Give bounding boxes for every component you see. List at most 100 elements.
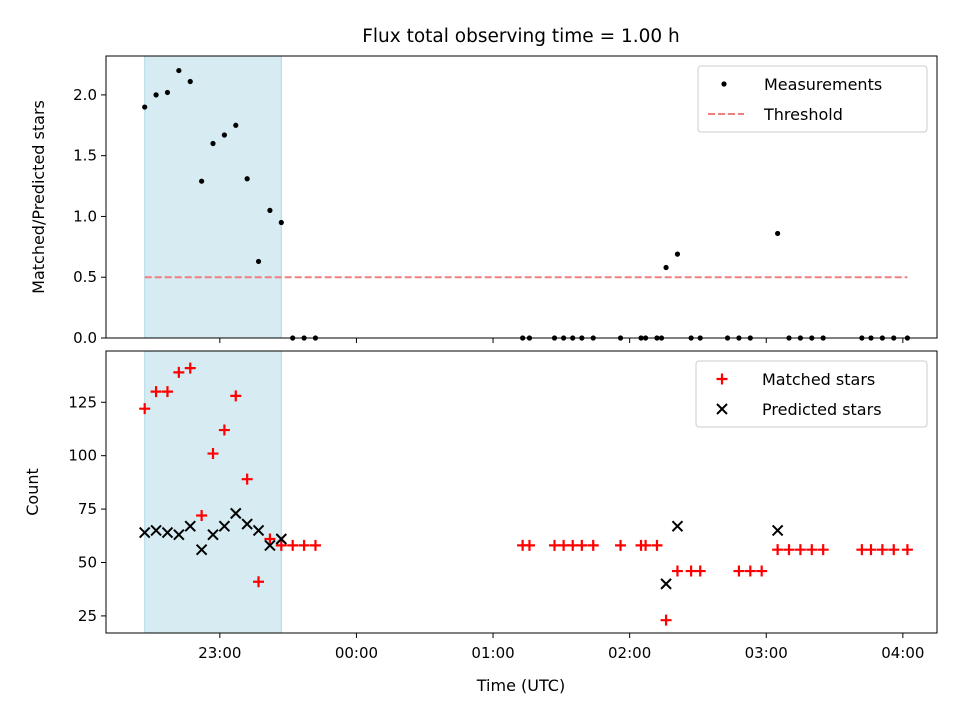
matched-stars-point [241,473,253,485]
matched-stars-point [694,565,706,577]
measurements-point [142,104,148,110]
measurements-point [233,122,239,128]
x-axis-ticks [219,338,904,343]
matched-stars-point [733,565,745,577]
matched-stars-point [230,390,242,402]
y-axis-ticks: 25 50 75 100 125 [68,393,106,625]
matched-stars-point [587,539,599,551]
matched-stars-point [275,539,287,551]
chart-title: Flux total observing time = 1.00 h [362,26,680,47]
matched-stars-point [523,539,535,551]
matched-stars-point [576,539,588,551]
axes-frame [105,350,938,634]
y-tick-label: 0.0 [73,329,97,347]
measurements-point [210,140,216,147]
x-tick-label: 00:00 [335,644,378,662]
predicted-stars-point [173,529,185,541]
measurements-point [199,178,205,184]
axes-frame [105,55,938,339]
matched-stars-point [901,544,913,556]
matched-stars-point [756,565,768,577]
predicted-stars-point [241,518,253,530]
matched-stars-point [218,424,230,436]
measurements-point [775,230,781,237]
matched-stars-point [150,386,162,398]
legend: Matched stars Predicted stars [695,360,928,428]
measurements-point [153,92,159,98]
matched-stars-point [744,565,756,577]
measurements-point [221,132,227,138]
measurements-point [164,89,171,96]
y-tick-label: 0.5 [73,268,97,286]
plot-marks [142,67,911,341]
matched-stars-point [651,539,663,551]
y-axis-label: Matched/Predicted stars [29,100,48,294]
measurements-point [674,251,681,257]
shaded-interval [144,55,282,339]
y-tick-label: 125 [68,393,97,411]
y-tick-label: 1.0 [73,207,97,225]
measurements-point [176,67,182,74]
matched-stars-point [207,448,219,460]
predicted-stars-point [218,520,231,532]
matched-stars-point [196,510,208,521]
legend: Measurements Threshold [697,65,928,133]
matched-stars-point [876,544,888,556]
x-tick-label: 03:00 [745,644,788,662]
y-axis-label: Count [23,468,42,516]
y-axis-ticks: 0.0 0.5 1.0 1.5 2.0 [73,86,106,347]
legend-box [697,65,928,133]
measurements-point [187,78,193,85]
predicted-stars-point [184,520,196,532]
matched-stars-point [615,539,627,551]
predicted-stars-point [252,524,265,537]
measurements-point [244,176,250,182]
x-tick-label: 04:00 [881,644,924,662]
matched-stars-point [817,544,829,556]
predicted-stars-point [264,539,276,552]
predicted-stars-point [207,529,219,541]
y-tick-label: 75 [78,500,97,518]
legend-box [695,360,928,428]
matched-stars-point [640,539,652,551]
predicted-stars-point [138,526,151,539]
predicted-stars-point [230,507,242,520]
matched-stars-point [888,544,900,556]
count-panel: 25 50 75 100 125 23:00 00:00 01:00 02:00 03:00 04… [23,350,938,695]
matched-stars-point [287,539,299,551]
observing-interval-shade [144,350,282,634]
predicted-stars-point [275,533,288,545]
matched-stars-point [794,544,806,556]
x-tick-label: 23:00 [198,644,241,662]
y-tick-label: 25 [78,607,97,625]
x-tick-label: 02:00 [608,644,651,662]
y-tick-label: 100 [68,447,97,465]
legend-label: Threshold [763,105,843,124]
matched-stars-point [660,614,672,626]
x-tick-label: 01:00 [471,644,514,662]
matched-stars-point [671,565,683,577]
predicted-stars-point [161,526,174,539]
predicted-stars-point [671,520,684,532]
legend-label: Predicted stars [762,400,882,419]
matched-stars-point [173,366,185,378]
matched-stars-point [309,539,321,551]
matched-stars-point [806,544,818,556]
measurements-point [663,264,669,271]
matched-stars-point [161,386,173,398]
y-tick-label: 50 [78,554,97,572]
matched-stars-point [783,544,795,556]
predicted-stars-point [660,578,672,590]
y-tick-label: 2.0 [73,86,97,104]
matched-stars-point [139,403,151,415]
y-tick-label: 1.5 [73,147,97,165]
measurements-point [255,258,262,265]
plot-marks [138,362,913,626]
predicted-stars-point [771,524,784,537]
shaded-interval [144,350,282,634]
matched-stars-point [865,544,877,556]
legend-label: Measurements [764,75,882,94]
observing-interval-shade [144,55,282,339]
matched-stars-point [253,576,265,588]
